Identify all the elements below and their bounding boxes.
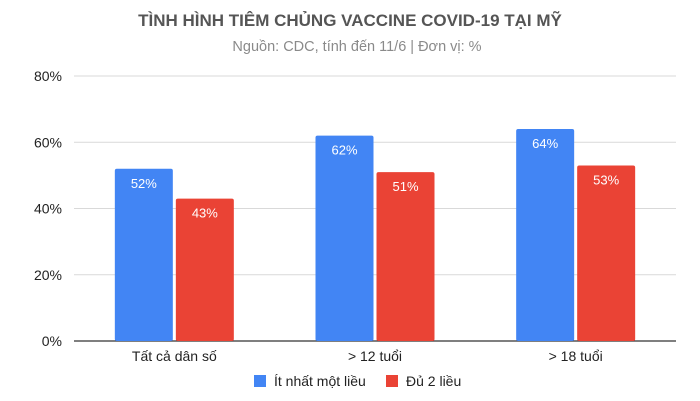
bar [577,165,636,341]
bars [114,129,636,341]
bar-value-label: 62% [331,143,357,158]
legend-entry: Ít nhất một liều [274,373,366,389]
bar-value-label: 43% [192,206,218,221]
bar-value-label: 53% [593,172,619,187]
bar-value-label: 64% [532,136,558,151]
legend-swatch [254,375,266,387]
x-category-label: > 12 tuổi [348,348,402,364]
y-tick-label: 20% [34,267,62,283]
bar [175,198,234,341]
y-tick-label: 80% [34,68,62,84]
y-tick-label: 0% [42,333,62,349]
x-axis-categories: Tất cả dân số > 12 tuổi > 18 tuổi [132,348,603,364]
bar [376,172,435,341]
chart-title: TÌNH HÌNH TIÊM CHỦNG VACCINE COVID-19 TẠ… [138,10,562,30]
legend-swatch [386,375,398,387]
y-tick-label: 40% [34,201,62,217]
data-labels: 52% 43% 62% 51% 64% 53% [131,136,620,221]
bar [315,135,374,341]
bar [114,168,173,341]
y-tick-label: 60% [34,134,62,150]
bar-value-label: 51% [392,179,418,194]
bar [516,129,575,341]
x-category-label: Tất cả dân số [132,348,217,364]
y-axis-ticks: 0% 20% 40% 60% 80% [34,68,62,349]
gridlines [74,75,676,342]
chart-subtitle: Nguồn: CDC, tính đến 11/6 | Đơn vị: % [232,39,481,55]
bar-value-label: 52% [131,176,157,191]
legend: Ít nhất một liều Đủ 2 liều [254,373,461,389]
legend-entry: Đủ 2 liều [406,373,461,389]
x-category-label: > 18 tuổi [549,348,603,364]
